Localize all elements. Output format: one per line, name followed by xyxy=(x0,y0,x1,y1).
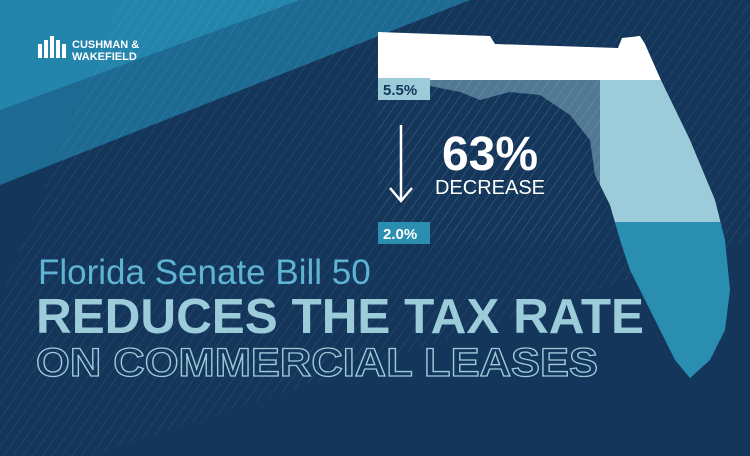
headline-line2: REDUCES THE TAX RATE xyxy=(36,290,644,344)
new-rate: 2.0% xyxy=(383,226,417,243)
logo-bar xyxy=(50,36,54,58)
headline-line3: ON COMMERCIAL LEASES xyxy=(36,341,598,385)
change-value: 63% xyxy=(442,128,538,181)
logo-bar xyxy=(56,40,60,58)
headline-line1: Florida Senate Bill 50 xyxy=(38,253,371,292)
logo-text: WAKEFIELD xyxy=(72,51,137,63)
new-rate-tag xyxy=(378,222,430,244)
logo-text: CUSHMAN & xyxy=(72,39,139,51)
logo-bar xyxy=(44,40,48,58)
old-rate-tag xyxy=(378,78,430,100)
down-arrow-head xyxy=(389,187,413,203)
old-rate: 5.5% xyxy=(383,82,417,99)
logo-bar xyxy=(62,44,66,58)
rate-box-hatch xyxy=(378,80,600,242)
logo: CUSHMAN & WAKEFIELD xyxy=(38,36,139,63)
change-label: DECREASE xyxy=(435,177,545,199)
logo-bar xyxy=(38,44,42,58)
